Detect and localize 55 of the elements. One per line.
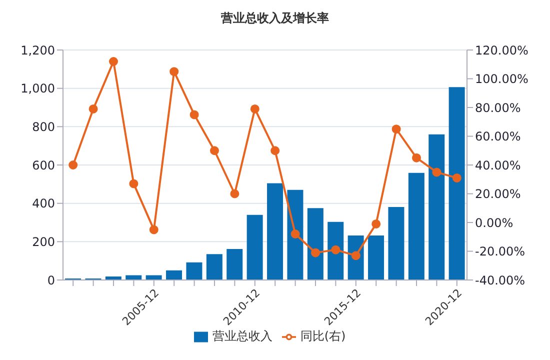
y2-tick-label: 40.00% — [475, 158, 521, 172]
bar — [428, 134, 445, 280]
point — [68, 160, 78, 170]
point — [190, 110, 199, 120]
point — [170, 67, 179, 76]
y2-tick-label: 100.00% — [475, 72, 528, 86]
bar — [206, 254, 222, 280]
y-tick-label: 0 — [47, 273, 55, 288]
point — [331, 245, 340, 254]
bar — [448, 87, 465, 280]
bar — [328, 222, 344, 280]
point — [311, 248, 320, 258]
point — [412, 153, 421, 162]
bar — [126, 275, 142, 280]
y2-tick-label: -40.00% — [475, 273, 526, 288]
point — [210, 146, 219, 156]
bar — [408, 172, 424, 280]
bar — [267, 183, 284, 280]
point — [109, 57, 118, 66]
bar — [226, 248, 243, 280]
bar — [166, 270, 182, 280]
y2-tick-label: -20.00% — [475, 244, 526, 259]
point — [290, 230, 300, 238]
y2-tick-label: 120.00% — [475, 43, 528, 58]
bar — [388, 206, 404, 280]
y-tick-label: 200 — [32, 234, 55, 249]
y2-tick-label: 20.00% — [475, 187, 521, 202]
point — [129, 179, 138, 188]
point — [372, 219, 381, 228]
point — [149, 225, 158, 234]
legend-label: 同比(右) — [300, 329, 346, 343]
bar — [186, 262, 202, 280]
legend-label: 营业总收入 — [212, 329, 272, 343]
y-tick-label: 1,200 — [20, 43, 55, 58]
y-tick-label: 800 — [32, 120, 55, 134]
y2-tick-label: 60.00% — [475, 130, 521, 144]
bar — [146, 275, 162, 280]
y-tick-label: 600 — [32, 158, 55, 172]
bar — [246, 214, 263, 280]
chart-title: 营业总收入及增长率 — [220, 10, 330, 27]
y2-tick-label: 0.00% — [475, 216, 514, 230]
point — [270, 146, 280, 156]
point — [432, 168, 442, 177]
point — [351, 251, 360, 260]
bar — [287, 190, 304, 280]
y2-tick-label: 80.00% — [475, 100, 521, 115]
bar — [307, 208, 324, 280]
point — [452, 173, 462, 182]
point — [88, 104, 98, 114]
bar — [368, 236, 384, 280]
point — [230, 189, 240, 198]
y-tick-label: 400 — [32, 196, 55, 211]
y-tick-label: 1,000 — [20, 82, 55, 96]
point — [250, 104, 260, 114]
point — [392, 124, 401, 134]
